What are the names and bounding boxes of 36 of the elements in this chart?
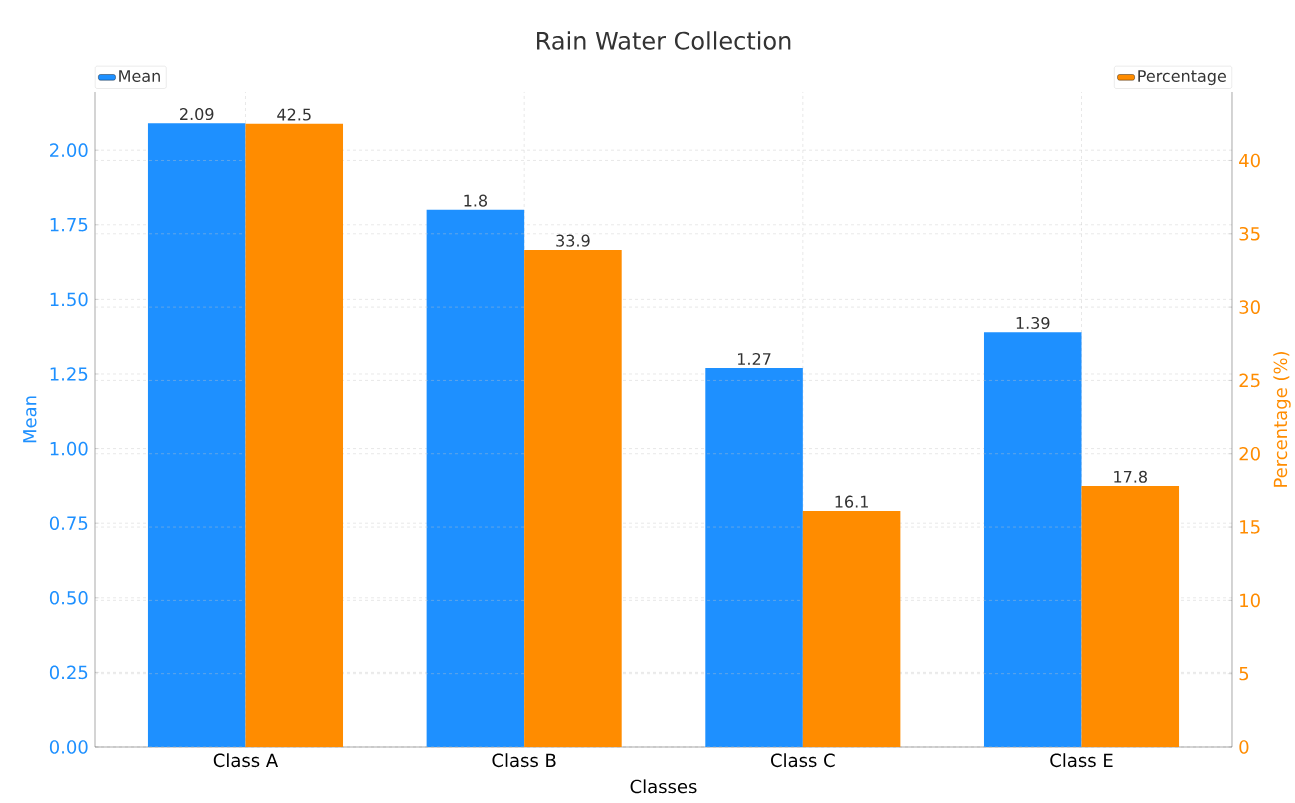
x-axis-title: Classes [630,779,697,794]
chart-title: Rain Water Collection [537,31,791,50]
data-label: 2.09 [180,108,214,121]
y-tick-label: 1.25 [50,367,88,381]
legend-label: Mean [119,70,160,83]
x-tick-label: Class E [1050,753,1113,768]
y-axis-title: Mean [23,396,37,443]
y-tick-label: 2.00 [50,143,88,157]
y2-axis-title: Percentage (%) [1273,351,1291,487]
y2-tick-label: 20 [1239,446,1260,461]
data-label: 1.8 [464,194,488,207]
x-tick-label: Class A [213,753,279,768]
y-tick-label: 0.75 [49,516,88,530]
data-label: 17.8 [1114,470,1147,483]
y2-tick-label: 35 [1239,226,1260,241]
data-label: 16.1 [835,495,868,508]
y-tick-label: 1.75 [50,218,88,232]
y2-tick-label: 25 [1239,373,1260,388]
y-tick-label: 0.00 [49,740,88,754]
y2-tick-label: 30 [1239,300,1260,314]
legend-label: Percentage [1138,70,1226,86]
data-label: 33.9 [556,234,590,247]
y2-tick-label: 15 [1240,520,1260,534]
y-tick-label: 0.25 [49,665,88,680]
y2-tick-label: 5 [1239,666,1249,681]
y2-tick-label: 0 [1239,740,1249,754]
x-tick-label: Class C [771,753,835,768]
data-label: 1.27 [738,352,771,365]
y-tick-label: 0.50 [49,590,88,605]
data-label: 42.5 [277,108,311,121]
y-tick-label: 1.00 [50,441,88,456]
y2-tick-label: 40 [1239,153,1260,168]
data-label: 1.39 [1016,316,1050,329]
y-tick-label: 1.50 [50,292,88,307]
x-tick-label: Class B [492,753,556,768]
y2-tick-label: 10 [1240,593,1260,608]
